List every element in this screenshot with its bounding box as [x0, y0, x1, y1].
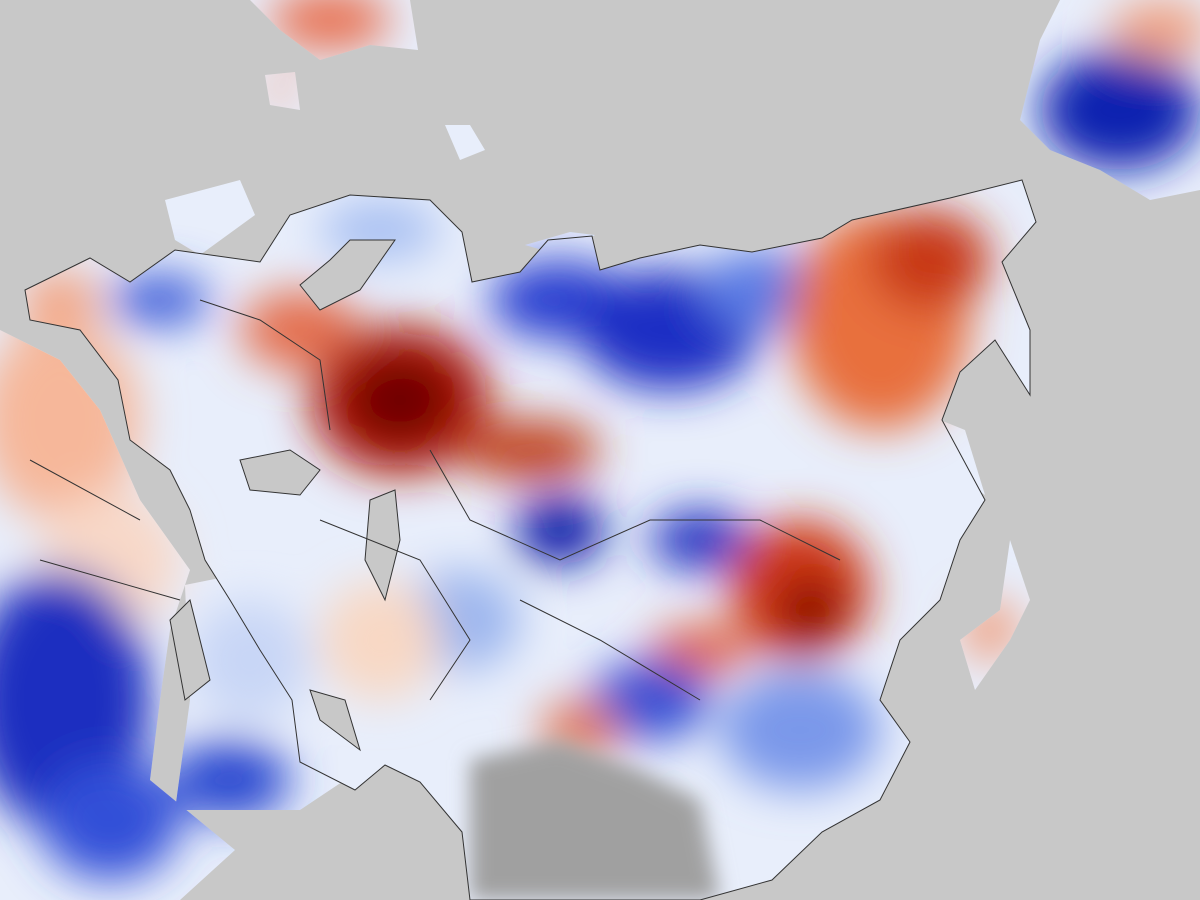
anomaly-blobs	[0, 0, 1200, 880]
black-sea	[239, 449, 321, 496]
persian-gulf	[309, 689, 361, 752]
no-data-areas	[470, 740, 720, 900]
red-sea	[169, 599, 211, 701]
baltic-sea	[299, 239, 396, 311]
country-borders	[24, 179, 1037, 900]
